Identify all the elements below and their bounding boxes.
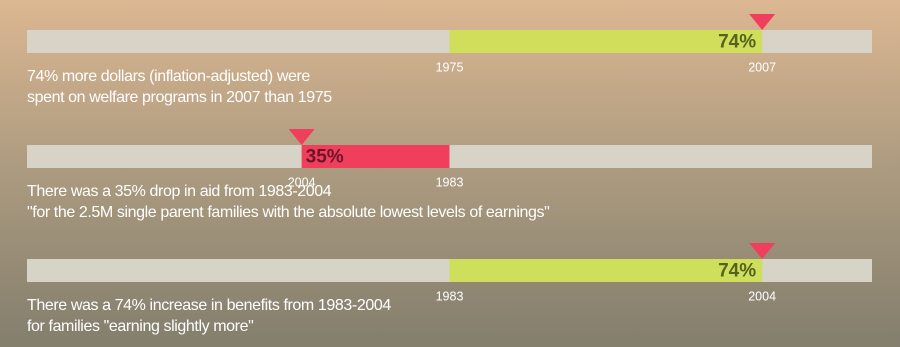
caption: There was a 74% increase in benefits fro… xyxy=(27,297,391,314)
value-label: 74% xyxy=(718,32,756,53)
bar xyxy=(449,259,763,282)
zero-label: 1983 xyxy=(436,289,464,303)
end-label: 2004 xyxy=(288,175,316,189)
zero-label: 1975 xyxy=(436,60,464,74)
caption: "for the 2.5M single parent families wit… xyxy=(27,204,549,221)
caption: There was a 35% drop in aid from 1983-20… xyxy=(27,183,332,200)
zero-label: 1983 xyxy=(436,175,464,189)
caption: 74% more dollars (inflation-adjusted) we… xyxy=(27,68,310,85)
caption: for families "earning slightly more" xyxy=(27,318,253,335)
bar xyxy=(449,30,763,53)
value-label: 74% xyxy=(718,261,756,282)
marker xyxy=(749,243,776,259)
bar xyxy=(301,145,450,168)
value-label: 35% xyxy=(306,147,344,168)
end-label: 2007 xyxy=(748,60,776,74)
end-label: 2004 xyxy=(748,289,776,303)
caption: spent on welfare programs in 2007 than 1… xyxy=(27,89,332,106)
marker xyxy=(749,14,776,30)
marker xyxy=(288,129,315,145)
